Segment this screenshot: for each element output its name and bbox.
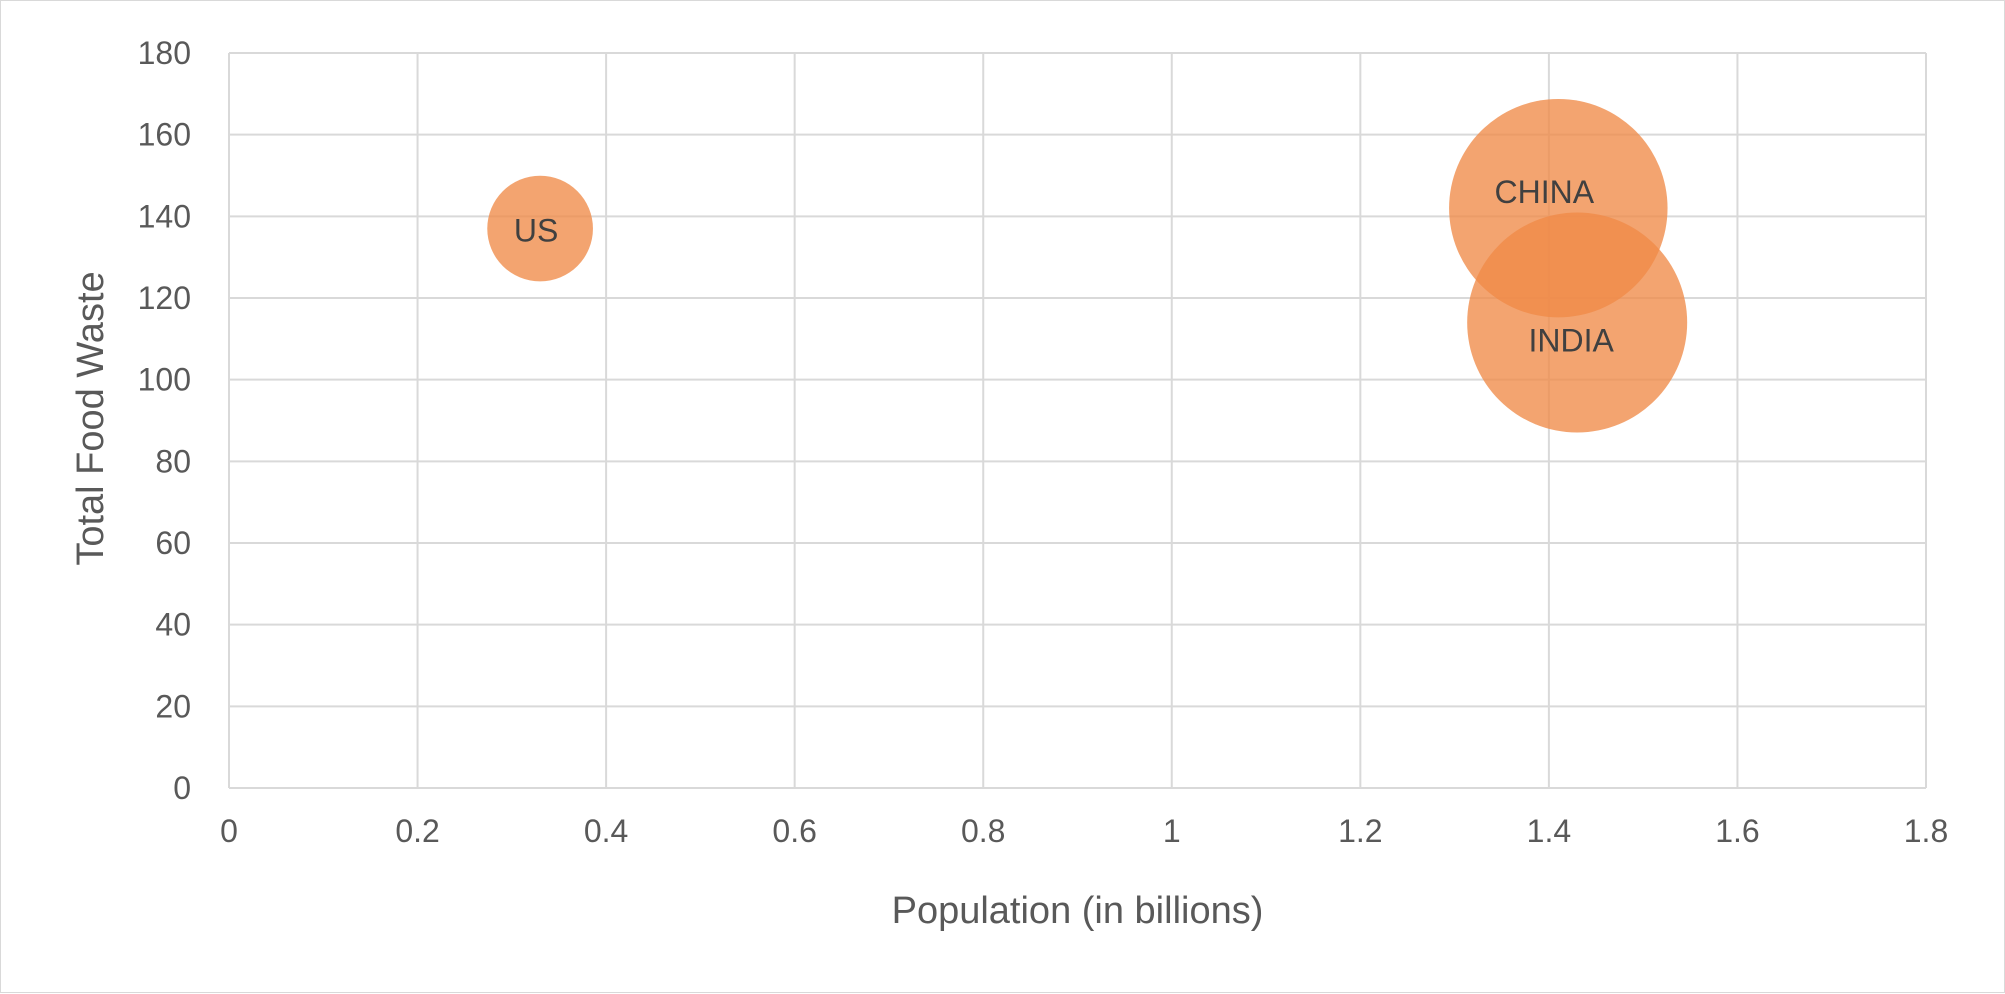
y-tick-label: 20 — [155, 688, 191, 724]
y-tick-label: 80 — [155, 443, 191, 479]
y-tick-label: 140 — [138, 198, 191, 234]
x-tick-label: 1.4 — [1527, 813, 1571, 849]
y-tick-label: 100 — [138, 362, 191, 398]
x-tick-label: 1.8 — [1904, 813, 1948, 849]
y-tick-label: 40 — [155, 607, 191, 643]
bubble-label-india: INDIA — [1529, 323, 1615, 359]
bubble-label-china: CHINA — [1495, 174, 1595, 210]
x-tick-label: 0.4 — [584, 813, 628, 849]
grid-layer — [228, 52, 1927, 789]
y-tick-label: 160 — [138, 117, 191, 153]
x-tick-label: 0.2 — [395, 813, 439, 849]
tick-layer: 0 0.2 0.4 0.6 0.8 1 1.2 1.4 1.6 1.8 0 20 40 60 80 100 12… — [138, 35, 1949, 849]
x-tick-label: 1.6 — [1715, 813, 1759, 849]
x-tick-label: 0.8 — [961, 813, 1005, 849]
y-tick-label: 180 — [138, 35, 191, 71]
y-axis-title: Total Food Waste — [70, 271, 112, 565]
bubble-layer: US CHINA INDIA — [487, 98, 1688, 433]
y-tick-label: 0 — [173, 770, 191, 806]
bubble-india — [1467, 212, 1688, 433]
x-axis-title: Population (in billions) — [892, 890, 1264, 932]
x-tick-label: 1.2 — [1338, 813, 1382, 849]
bubble-us — [487, 175, 593, 282]
x-tick-label: 1 — [1163, 813, 1181, 849]
x-tick-label: 0.6 — [772, 813, 816, 849]
y-tick-label: 120 — [138, 280, 191, 316]
y-tick-label: 60 — [155, 525, 191, 561]
x-tick-label: 0 — [220, 813, 238, 849]
bubble-label-us: US — [514, 213, 558, 249]
